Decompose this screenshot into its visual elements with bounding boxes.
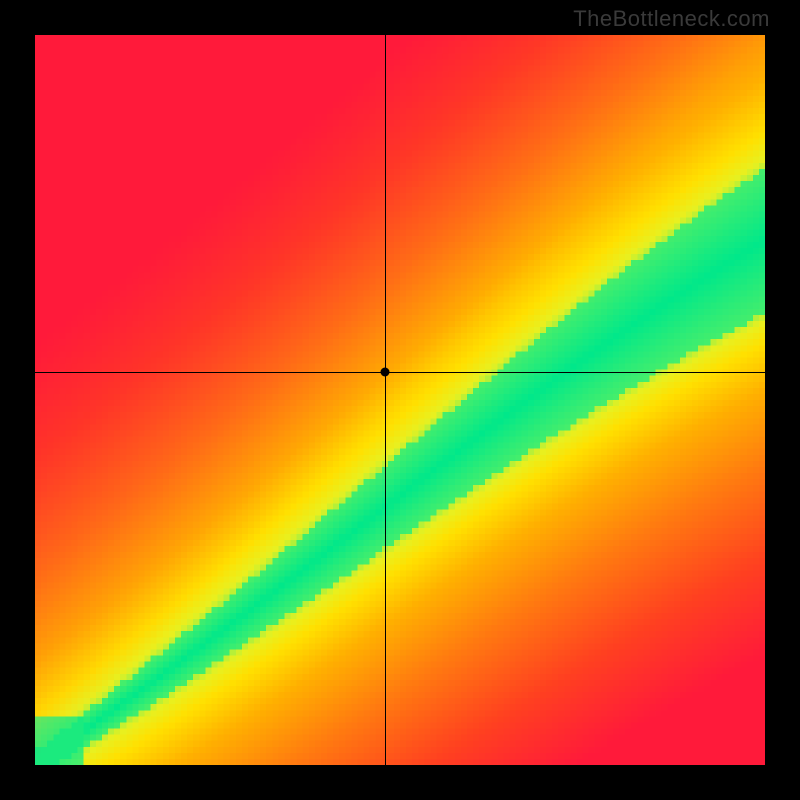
plot-area <box>35 35 765 765</box>
heatmap-canvas <box>35 35 765 765</box>
chart-container: TheBottleneck.com <box>0 0 800 800</box>
crosshair-vertical <box>385 35 386 765</box>
watermark-text: TheBottleneck.com <box>573 6 770 32</box>
crosshair-horizontal <box>35 372 765 373</box>
crosshair-marker <box>381 368 390 377</box>
